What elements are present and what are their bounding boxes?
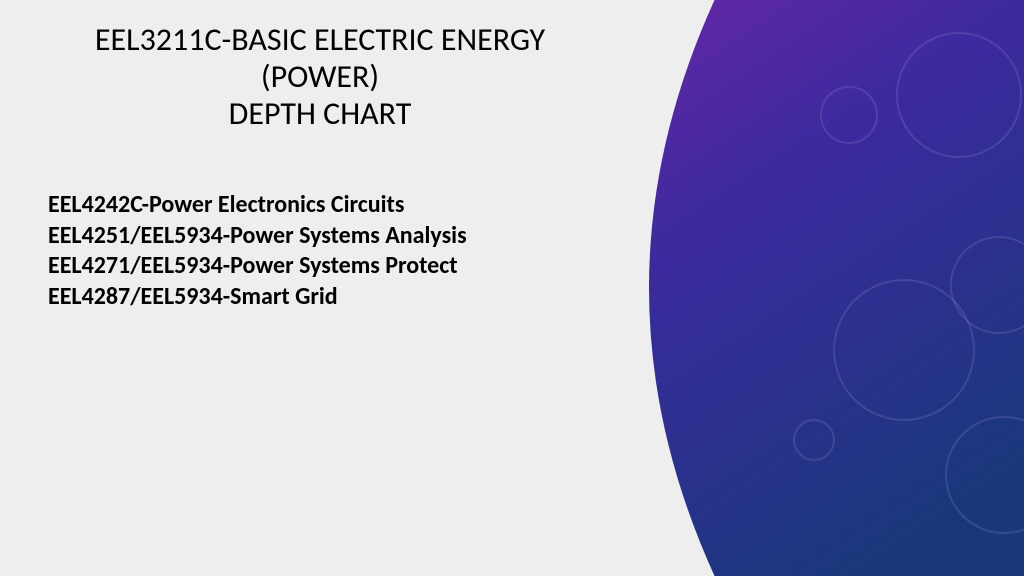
title-line-1: EEL3211C-BASIC ELECTRIC ENERGY (0, 22, 640, 59)
course-item: EEL4271/EEL5934-Power Systems Protect (48, 251, 608, 282)
decor-arc (649, 0, 1024, 576)
title-line-3: DEPTH CHART (0, 96, 640, 133)
title-line-2: (POWER) (0, 59, 640, 96)
course-item: EEL4242C-Power Electronics Circuits (48, 190, 608, 221)
slide: EEL3211C-BASIC ELECTRIC ENERGY (POWER) D… (0, 0, 1024, 576)
content-area: EEL3211C-BASIC ELECTRIC ENERGY (POWER) D… (0, 0, 1024, 576)
decor-svg (604, 0, 1024, 576)
slide-title: EEL3211C-BASIC ELECTRIC ENERGY (POWER) D… (0, 22, 640, 132)
course-item: EEL4287/EEL5934-Smart Grid (48, 282, 608, 313)
course-item: EEL4251/EEL5934-Power Systems Analysis (48, 221, 608, 252)
course-list: EEL4242C-Power Electronics Circuits EEL4… (48, 190, 608, 313)
decorative-panel (604, 0, 1024, 576)
